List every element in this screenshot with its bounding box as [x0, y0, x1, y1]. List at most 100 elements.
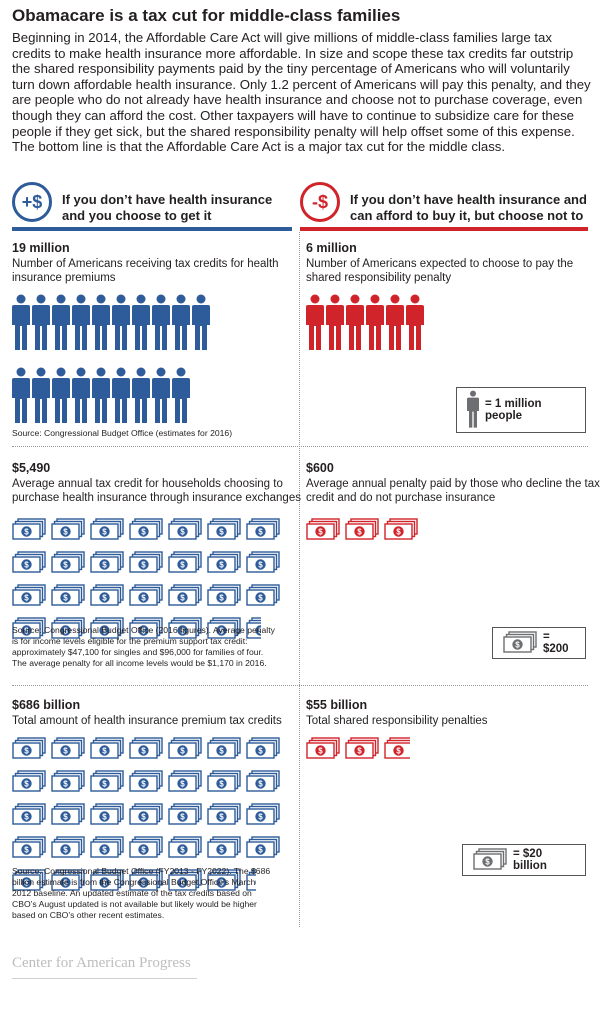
- person-legend-icon: [467, 390, 479, 431]
- svg-text:$: $: [258, 780, 263, 789]
- money-icon: $: [246, 551, 280, 578]
- money-icon: $: [207, 737, 241, 764]
- section-divider-1: [12, 446, 588, 447]
- money-icon: $: [129, 770, 163, 797]
- person-icon: [172, 367, 190, 428]
- person-icon: [386, 294, 404, 355]
- svg-text:$: $: [180, 846, 185, 855]
- svg-text:$: $: [219, 747, 224, 756]
- svg-text:$: $: [24, 561, 29, 570]
- money-icon: $: [168, 584, 202, 611]
- person-icon: [132, 367, 150, 428]
- svg-text:$: $: [219, 528, 224, 537]
- money-icon: $: [90, 770, 124, 797]
- person-icon: [32, 367, 50, 428]
- svg-text:$: $: [258, 561, 263, 570]
- person-icon: [192, 294, 210, 355]
- svg-text:$: $: [63, 846, 68, 855]
- person-icon: [92, 294, 110, 355]
- money-icon: $: [246, 737, 280, 764]
- money-icon: $: [12, 518, 46, 545]
- svg-text:$: $: [63, 780, 68, 789]
- right-header-rule: [300, 227, 588, 231]
- credit-right-desc: Average annual penalty paid by those who…: [306, 478, 600, 504]
- money-icon: $: [51, 518, 85, 545]
- money-icon: $: [306, 737, 340, 764]
- money-icon: $: [90, 584, 124, 611]
- money-icon: $: [51, 584, 85, 611]
- svg-text:$: $: [63, 813, 68, 822]
- people-left-icons: [12, 294, 222, 428]
- money-icon: $: [168, 737, 202, 764]
- money-icon: $: [12, 551, 46, 578]
- money-icon: $: [345, 518, 379, 545]
- money-icon: $: [51, 617, 85, 644]
- credit-right-value: $600: [306, 461, 334, 475]
- person-icon: [52, 367, 70, 428]
- svg-text:$: $: [102, 780, 107, 789]
- svg-text:$: $: [24, 780, 29, 789]
- person-icon: [52, 294, 70, 355]
- svg-text:$: $: [180, 594, 185, 603]
- svg-text:$: $: [102, 879, 107, 888]
- money-icon: $: [384, 518, 418, 545]
- svg-text:$: $: [141, 561, 146, 570]
- svg-text:$: $: [396, 528, 401, 537]
- svg-text:$: $: [258, 627, 261, 636]
- total-left-source: Source: Congressional Budget Office (FY2…: [12, 866, 271, 920]
- money-icon: $: [90, 518, 124, 545]
- money-icon: $: [246, 770, 280, 797]
- person-icon: [112, 294, 130, 355]
- svg-text:$: $: [24, 627, 29, 636]
- person-icon: [132, 294, 150, 355]
- person-icon: [152, 367, 170, 428]
- svg-text:$: $: [219, 561, 224, 570]
- person-icon: [72, 294, 90, 355]
- money-icon: $: [51, 551, 85, 578]
- svg-text:$: $: [63, 561, 68, 570]
- credit-left-source: Source: Congressional Budget Office (201…: [12, 625, 275, 668]
- money-icon: $: [12, 836, 46, 863]
- money-icon: $: [90, 617, 124, 644]
- page-title: Obamacare is a tax cut for middle-class …: [12, 6, 401, 25]
- svg-text:$: $: [396, 747, 401, 756]
- svg-text:$: $: [180, 747, 185, 756]
- svg-text:$: $: [63, 627, 68, 636]
- money-icon: $: [168, 518, 202, 545]
- person-icon: [172, 294, 190, 355]
- svg-text:$: $: [141, 846, 146, 855]
- money-icon: $: [345, 737, 379, 764]
- svg-text:$: $: [24, 594, 29, 603]
- svg-text:$: $: [180, 813, 185, 822]
- money-icon: $: [207, 584, 241, 611]
- total-left-value: $686 billion: [12, 698, 81, 712]
- money-icon: $: [12, 584, 46, 611]
- svg-text:$: $: [258, 594, 263, 603]
- svg-text:$: $: [141, 528, 146, 537]
- money-icon: $: [51, 836, 85, 863]
- money-icon: $: [129, 551, 163, 578]
- svg-text:$: $: [102, 528, 107, 537]
- total-legend: $ = $20 billion: [462, 844, 586, 876]
- bill-legend-icon: $: [503, 630, 537, 656]
- money-icon: $: [168, 551, 202, 578]
- money-icon: $: [51, 737, 85, 764]
- credit-right-icons: $ $ $: [306, 518, 426, 545]
- svg-text:$: $: [180, 627, 185, 636]
- svg-text:$: $: [63, 528, 68, 537]
- money-icon: $: [207, 803, 241, 830]
- money-icon: $: [90, 803, 124, 830]
- bill-legend-icon: $: [473, 847, 507, 873]
- section-divider-2: [12, 685, 588, 686]
- total-left-desc: Total amount of health insurance premium…: [12, 715, 282, 727]
- person-icon: [112, 367, 130, 428]
- people-right-icons: [306, 294, 426, 355]
- money-icon: $: [246, 584, 280, 611]
- money-icon: $: [207, 836, 241, 863]
- credit-legend: $ = $200: [492, 627, 586, 659]
- svg-text:$: $: [63, 747, 68, 756]
- money-icon: $: [90, 869, 124, 896]
- money-icon: $: [12, 803, 46, 830]
- svg-text:$: $: [357, 528, 362, 537]
- money-icon: $: [129, 869, 163, 896]
